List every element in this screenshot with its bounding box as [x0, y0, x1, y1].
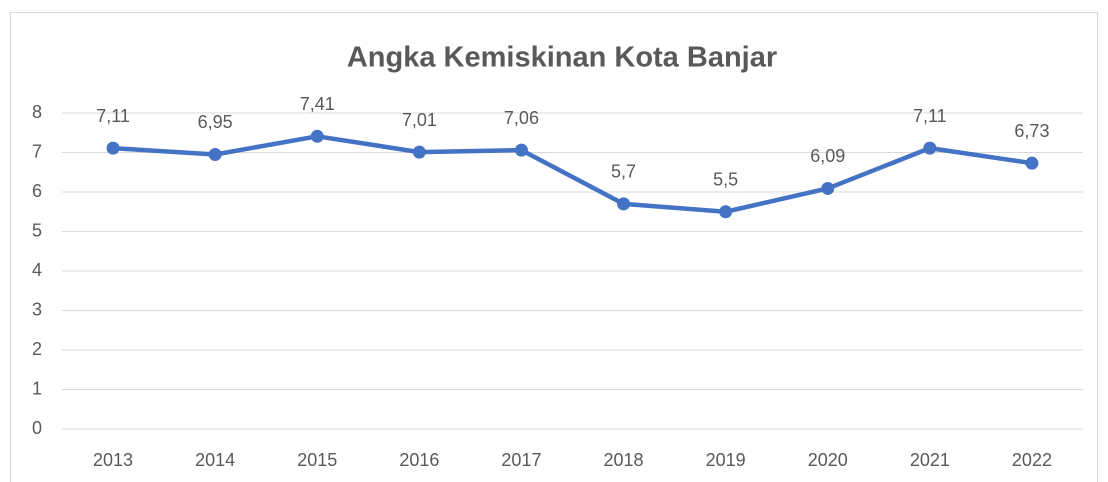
x-tick-label: 2015	[297, 450, 337, 470]
data-label: 7,41	[300, 94, 335, 114]
point-marker	[208, 147, 222, 161]
y-tick-label: 1	[32, 378, 42, 398]
y-tick-label: 4	[32, 260, 42, 280]
y-tick-label: 3	[32, 299, 42, 319]
point-marker	[821, 181, 835, 195]
x-tick-label: 2019	[706, 450, 746, 470]
x-tick-label: 2018	[604, 450, 644, 470]
point-marker	[310, 129, 324, 143]
point-marker	[719, 205, 733, 219]
x-tick-label: 2022	[1012, 450, 1052, 470]
y-tick-label: 8	[32, 102, 42, 122]
x-tick-label: 2020	[808, 450, 848, 470]
x-tick-label: 2013	[93, 450, 133, 470]
point-marker	[923, 141, 937, 155]
point-marker	[412, 145, 426, 159]
y-tick-label: 7	[32, 141, 42, 161]
chart-frame	[10, 12, 1098, 482]
point-marker	[617, 197, 631, 211]
point-marker	[106, 141, 120, 155]
chart-title: Angka Kemiskinan Kota Banjar	[347, 42, 777, 74]
x-tick-label: 2016	[399, 450, 439, 470]
data-label: 6,95	[198, 112, 233, 132]
y-tick-label: 2	[32, 339, 42, 359]
x-tick-label: 2014	[195, 450, 235, 470]
point-marker	[514, 143, 528, 157]
x-tick-label: 2021	[910, 450, 950, 470]
series-line	[112, 134, 1033, 214]
data-label: 5,7	[611, 162, 636, 182]
y-tick-label: 0	[32, 418, 42, 438]
y-tick-label: 6	[32, 181, 42, 201]
y-tick-label: 5	[32, 220, 42, 240]
x-tick-label: 2017	[501, 450, 541, 470]
data-label: 5,5	[713, 170, 738, 190]
data-label: 7,11	[96, 106, 130, 126]
data-label: 7,01	[402, 110, 437, 130]
data-label: 7,06	[504, 108, 539, 128]
data-label: 6,73	[1014, 121, 1049, 141]
point-marker	[1025, 156, 1039, 170]
data-label: 7,11	[913, 106, 947, 126]
data-label: 6,09	[810, 146, 845, 166]
